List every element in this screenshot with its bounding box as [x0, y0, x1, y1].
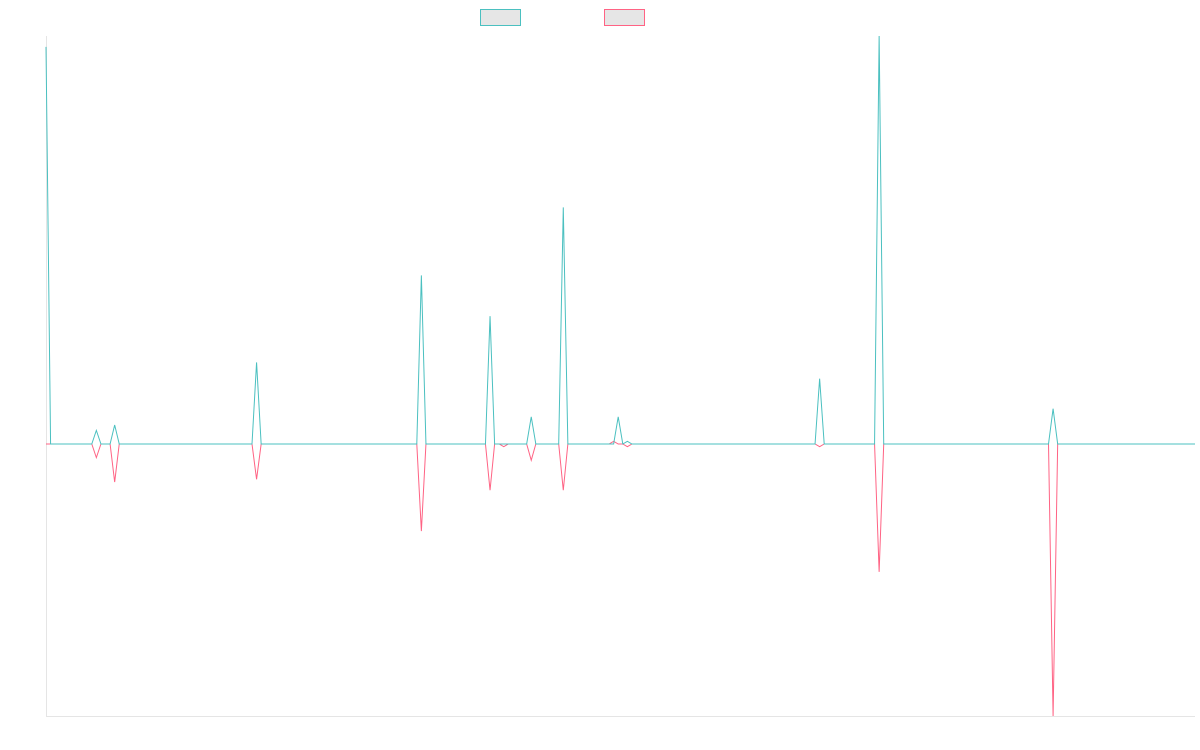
series-line — [46, 440, 1195, 717]
legend-swatch[interactable] — [604, 9, 645, 26]
legend-swatch[interactable] — [480, 9, 521, 26]
series-line — [45, 35, 1195, 445]
